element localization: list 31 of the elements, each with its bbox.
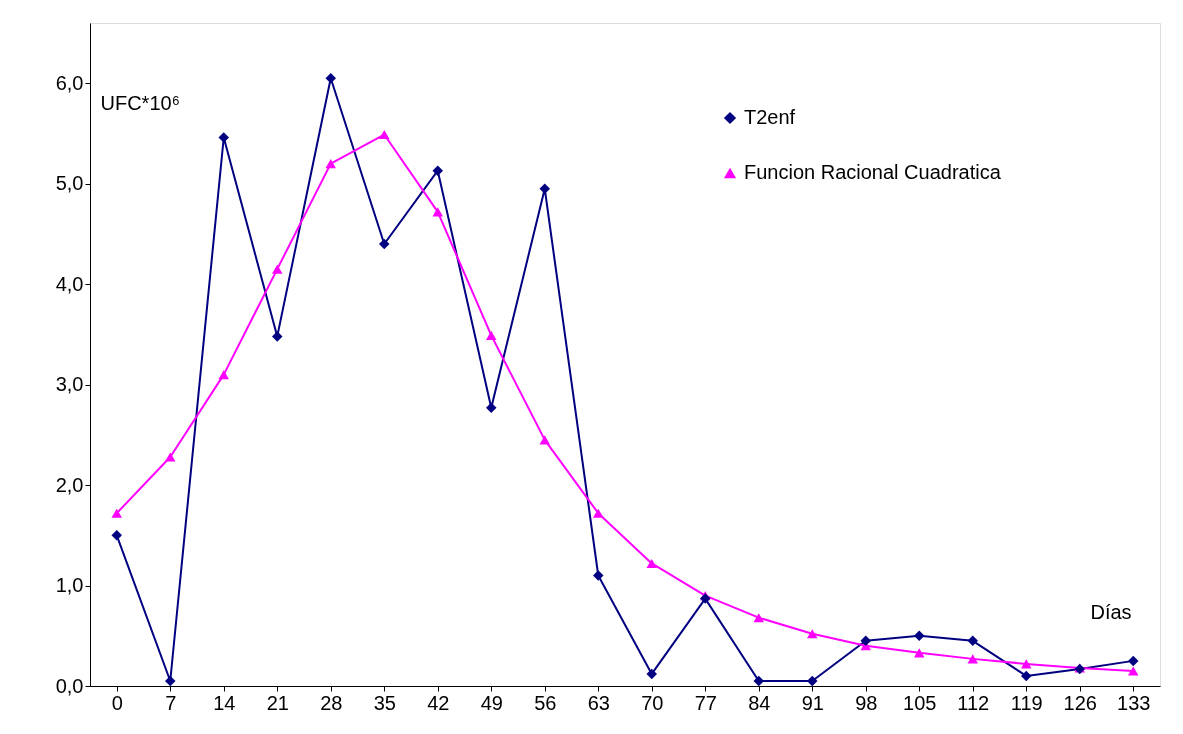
x-tick-label: 98 <box>855 691 878 714</box>
y-tick-label: 5,0 <box>55 172 84 195</box>
x-tick-label: 49 <box>480 691 503 714</box>
y-tick-label: 0,0 <box>55 674 84 697</box>
legend-label: Funcion Racional Cuadratica <box>744 161 1002 183</box>
x-tick-label: 70 <box>641 691 664 714</box>
y-tick-label: 3,0 <box>55 373 84 396</box>
legend-label: T2enf <box>744 106 796 128</box>
y-tick-label: 1,0 <box>55 574 84 597</box>
x-tick-label: 119 <box>1010 691 1043 714</box>
x-tick-label: 7 <box>165 691 177 714</box>
x-tick-label: 77 <box>694 691 717 714</box>
x-tick-label: 21 <box>266 691 289 714</box>
y-tick-label: 4,0 <box>55 272 84 295</box>
x-tick-label: 126 <box>1063 691 1097 714</box>
x-tick-label: 133 <box>1117 691 1151 714</box>
x-tick-label: 28 <box>320 691 343 714</box>
x-tick-label: 63 <box>587 691 610 714</box>
x-tick-label: 14 <box>213 691 236 714</box>
x-tick-label: 84 <box>748 691 771 714</box>
y-tick-label: 6,0 <box>55 71 84 94</box>
x-tick-label: 0 <box>111 691 123 714</box>
y-tick-label: 2,0 <box>55 473 84 496</box>
x-tick-label: 91 <box>801 691 824 714</box>
x-tick-label: 105 <box>903 691 937 714</box>
x-axis-title: Días <box>1090 600 1132 623</box>
x-tick-label: 56 <box>534 691 557 714</box>
x-tick-label: 42 <box>427 691 450 714</box>
y-axis-title: UFC*10⁶ <box>100 91 180 114</box>
x-tick-label: 35 <box>373 691 396 714</box>
x-tick-label: 112 <box>957 691 990 714</box>
